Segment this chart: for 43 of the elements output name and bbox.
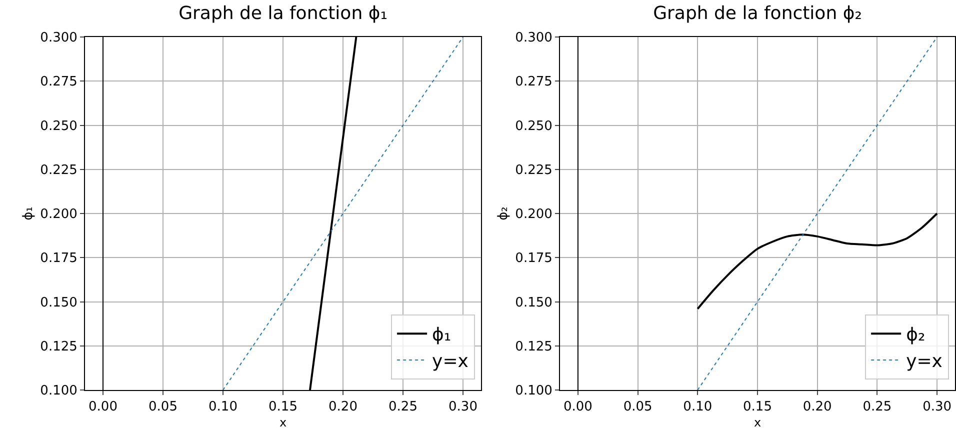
x-tick-label: 0.20 — [802, 400, 832, 415]
y-tick-label: 0.300 — [515, 30, 552, 46]
y-axis-title: ϕ₁ — [21, 206, 36, 220]
y-tick-label: 0.175 — [515, 251, 552, 266]
y-tick-label: 0.125 — [515, 339, 552, 354]
x-tick-label: 0.05 — [148, 400, 178, 415]
y-tick-label: 0.100 — [40, 384, 78, 399]
y-tick-label: 0.225 — [40, 162, 78, 178]
y-tick-label: 0.275 — [515, 74, 552, 90]
legend-label: ϕ₂ — [906, 324, 926, 346]
x-tick-label: 0.10 — [208, 400, 238, 415]
x-tick-label: 0.05 — [623, 400, 652, 415]
legend-label: y=x — [906, 351, 943, 372]
y-tick-label: 0.275 — [40, 74, 78, 90]
chart-title: Graph de la fonction ϕ₂ — [653, 3, 862, 24]
x-tick-label: 0.00 — [88, 400, 118, 415]
x-axis-title: x — [279, 416, 287, 430]
x-tick-label: 0.10 — [683, 400, 712, 415]
y-tick-label: 0.250 — [515, 118, 552, 134]
x-tick-label: 0.00 — [563, 400, 592, 415]
x-axis-title: x — [754, 416, 762, 430]
x-tick-label: 0.15 — [268, 400, 298, 415]
y-tick-label: 0.175 — [40, 251, 78, 266]
y-tick-label: 0.150 — [515, 295, 552, 310]
chart-title: Graph de la fonction ϕ₁ — [178, 3, 388, 24]
y-tick-label: 0.125 — [40, 339, 78, 354]
x-tick-label: 0.25 — [862, 400, 892, 415]
legend-label: ϕ₁ — [432, 324, 452, 346]
legend-label: y=x — [432, 351, 469, 372]
y-tick-label: 0.250 — [40, 118, 78, 134]
x-tick-label: 0.30 — [448, 400, 478, 415]
y-tick-label: 0.150 — [40, 295, 78, 310]
x-tick-label: 0.20 — [328, 400, 358, 415]
x-tick-label: 0.25 — [388, 400, 418, 415]
y-tick-label: 0.200 — [40, 207, 78, 222]
x-tick-label: 0.30 — [922, 400, 952, 415]
y-tick-label: 0.225 — [515, 162, 552, 178]
line-series — [696, 212, 938, 310]
x-tick-label: 0.15 — [743, 400, 772, 415]
y-tick-label: 0.200 — [515, 207, 552, 222]
y-axis-title: ϕ₂ — [496, 206, 512, 220]
y-tick-label: 0.300 — [40, 30, 78, 46]
y-tick-label: 0.100 — [515, 384, 552, 399]
